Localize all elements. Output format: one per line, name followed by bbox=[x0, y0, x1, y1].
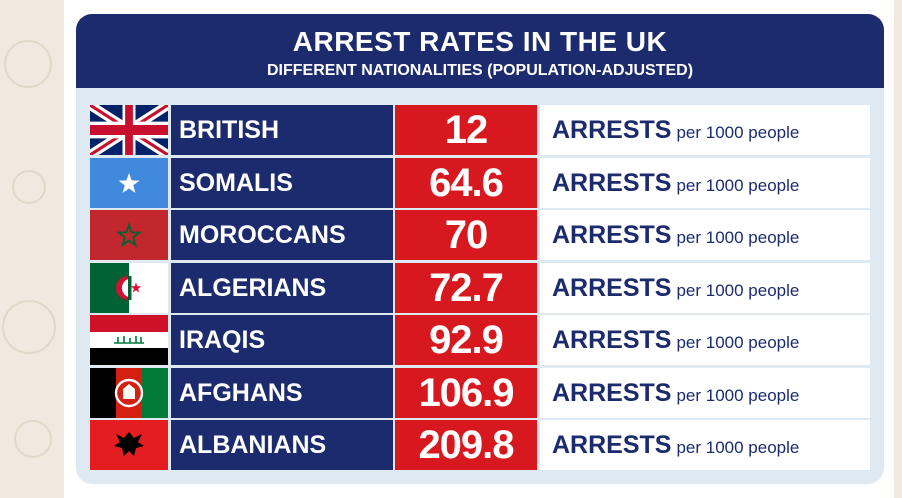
unit-rest: per 1000 people bbox=[676, 123, 800, 142]
unit-rest: per 1000 people bbox=[676, 333, 800, 352]
table-row: SOMALIS 64.6 ARRESTS per 1000 people bbox=[90, 157, 870, 208]
row-unit: ARRESTS per 1000 people bbox=[540, 367, 870, 418]
unit-main: ARRESTS bbox=[552, 378, 672, 407]
row-unit: ARRESTS per 1000 people bbox=[540, 157, 870, 208]
unit-rest: per 1000 people bbox=[676, 228, 800, 247]
chart-subtitle: DIFFERENT NATIONALITIES (POPULATION-ADJU… bbox=[266, 62, 694, 79]
morocco-flag-icon bbox=[90, 210, 168, 260]
header-banner: ARREST RATES IN THE UK DIFFERENT NATIONA… bbox=[76, 14, 884, 88]
afghanistan-flag-icon bbox=[90, 367, 168, 418]
row-unit: ARRESTS per 1000 people bbox=[540, 105, 870, 155]
chart-title: ARREST RATES IN THE UK bbox=[292, 26, 668, 57]
row-label: SOMALIS bbox=[171, 157, 393, 208]
somalia-flag-icon bbox=[90, 157, 168, 208]
unit-main: ARRESTS bbox=[552, 221, 672, 249]
unit-rest: per 1000 people bbox=[676, 385, 800, 405]
row-label: BRITISH bbox=[171, 105, 393, 155]
row-label: MOROCCANS bbox=[171, 210, 393, 260]
background-doodle bbox=[14, 420, 52, 458]
unit-rest: per 1000 people bbox=[676, 175, 800, 195]
row-value: 70 bbox=[395, 210, 537, 260]
row-value: 92.9 bbox=[395, 315, 537, 365]
table-row: ALBANIANS 209.8 ARRESTS per 1000 people bbox=[90, 420, 870, 470]
unit-main: ARRESTS bbox=[552, 326, 672, 354]
row-unit: ARRESTS per 1000 people bbox=[540, 262, 870, 313]
table-row: BRITISH 12 ARRESTS per 1000 people bbox=[90, 105, 870, 155]
row-label: IRAQIS bbox=[171, 315, 393, 365]
table-row: MOROCCANS 70 ARRESTS per 1000 people bbox=[90, 210, 870, 260]
infographic-card: ARREST RATES IN THE UK DIFFERENT NATIONA… bbox=[76, 14, 884, 484]
row-unit: ARRESTS per 1000 people bbox=[540, 315, 870, 365]
background-doodle bbox=[4, 40, 52, 88]
row-value: 64.6 bbox=[395, 157, 537, 208]
unit-main: ARRESTS bbox=[552, 273, 672, 302]
algeria-flag-icon bbox=[90, 262, 168, 313]
background-doodle bbox=[12, 170, 46, 204]
unit-main: ARRESTS bbox=[552, 116, 672, 144]
table-row: ALGERIANS 72.7 ARRESTS per 1000 people bbox=[90, 262, 870, 313]
row-value: 12 bbox=[395, 105, 537, 155]
row-label: ALBANIANS bbox=[171, 420, 393, 470]
iraq-flag-icon bbox=[90, 315, 168, 365]
row-value: 72.7 bbox=[395, 262, 537, 313]
row-value: 209.8 bbox=[395, 420, 537, 470]
table-row: IRAQIS 92.9 ARRESTS per 1000 people bbox=[90, 315, 870, 365]
table-row: AFGHANS 106.9 ARRESTS per 1000 people bbox=[90, 367, 870, 418]
albania-flag-icon bbox=[90, 420, 168, 470]
unit-rest: per 1000 people bbox=[676, 280, 800, 300]
uk-flag-icon bbox=[90, 105, 168, 155]
row-label: AFGHANS bbox=[171, 367, 393, 418]
unit-main: ARRESTS bbox=[552, 431, 672, 459]
row-unit: ARRESTS per 1000 people bbox=[540, 420, 870, 470]
row-unit: ARRESTS per 1000 people bbox=[540, 210, 870, 260]
row-label: ALGERIANS bbox=[171, 262, 393, 313]
background-doodle bbox=[2, 300, 56, 354]
unit-rest: per 1000 people bbox=[676, 438, 800, 457]
content-panel: ARREST RATES IN THE UK DIFFERENT NATIONA… bbox=[64, 0, 894, 498]
row-value: 106.9 bbox=[395, 367, 537, 418]
unit-main: ARRESTS bbox=[552, 168, 672, 197]
